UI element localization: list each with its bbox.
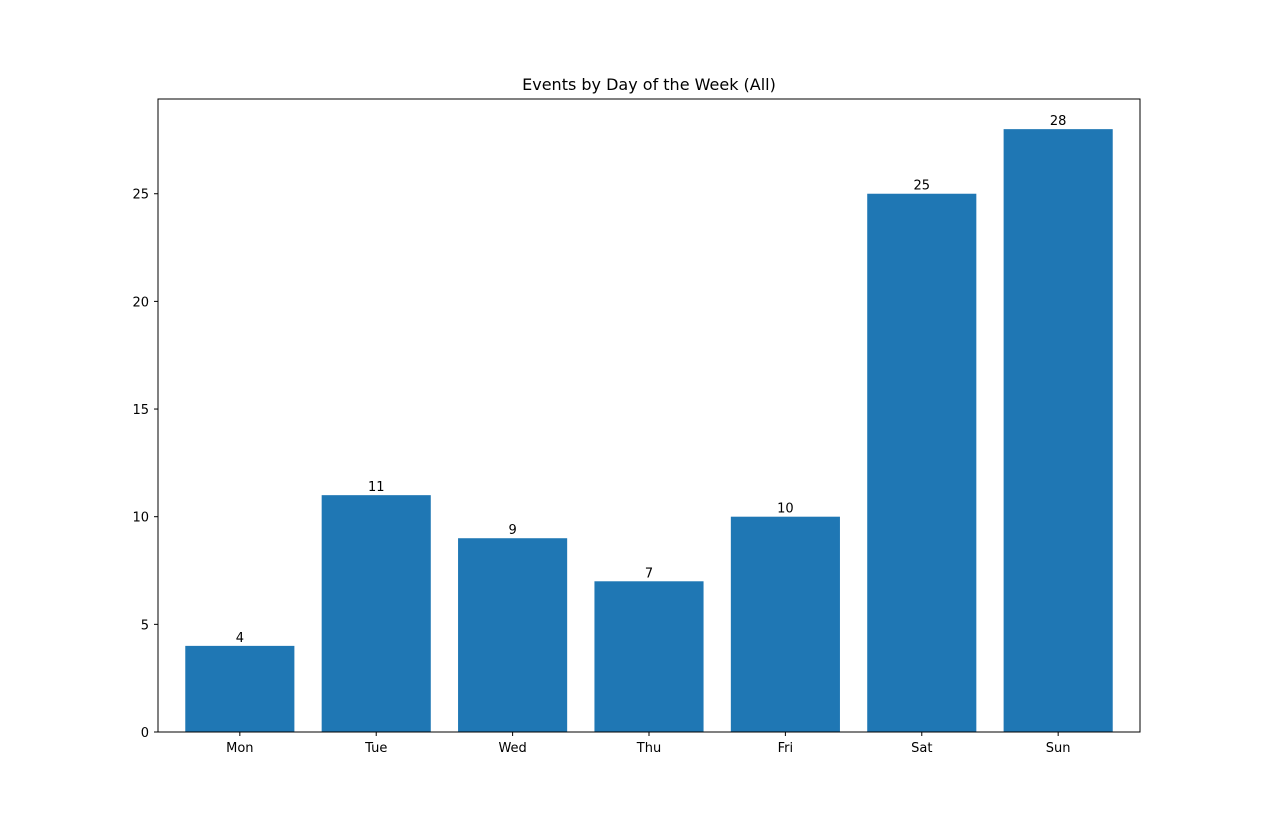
bar-tue [321, 495, 431, 732]
y-tick-label: 0 [141, 726, 149, 741]
y-tick-label: 15 [132, 403, 149, 418]
data-label-sun: 28 [1050, 114, 1067, 129]
data-label-wed: 9 [508, 523, 516, 538]
bar-sun [1003, 129, 1113, 733]
x-tick-label-fri: Fri [778, 741, 794, 756]
bar-sat [867, 193, 977, 733]
chart-title: Events by Day of the Week (All) [522, 75, 776, 94]
data-label-fri: 10 [777, 502, 794, 517]
x-axis: Mon Tue Wed Thu Fri Sat Sun [226, 732, 1071, 756]
x-tick-label-sat: Sat [911, 741, 932, 756]
x-tick-label-mon: Mon [226, 741, 253, 756]
data-label-sat: 25 [914, 179, 931, 194]
data-label-mon: 4 [236, 631, 244, 646]
bars: 4 11 9 7 10 25 28 [185, 114, 1113, 733]
x-tick-label-thu: Thu [636, 741, 661, 756]
bar-thu [594, 581, 704, 732]
x-tick-label-sun: Sun [1046, 741, 1071, 756]
y-tick-label: 20 [132, 295, 149, 310]
bar-fri [730, 516, 840, 732]
y-tick-label: 5 [141, 618, 149, 633]
data-label-thu: 7 [645, 566, 653, 581]
plot-frame [157, 98, 1141, 733]
y-tick-label: 25 [132, 188, 149, 203]
x-tick-label-tue: Tue [364, 741, 387, 756]
x-tick-label-wed: Wed [498, 741, 526, 756]
y-axis: 0 5 10 15 20 25 [132, 188, 158, 741]
bar-mon [185, 645, 295, 732]
data-label-tue: 11 [368, 480, 385, 495]
y-tick-label: 10 [132, 511, 149, 526]
bar-wed [458, 538, 568, 732]
